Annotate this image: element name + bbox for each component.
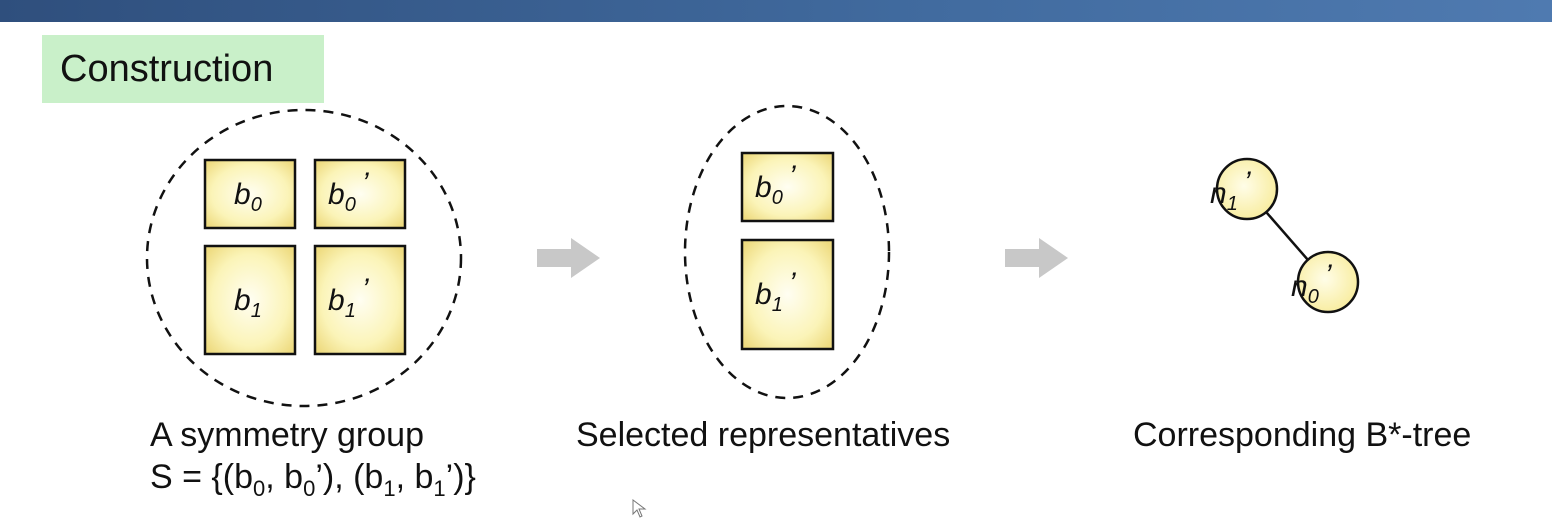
arrow-right-icon — [537, 238, 600, 278]
svg-text:b0’: b0’ — [328, 167, 370, 216]
caption-line-2: S = {(b0, b0’), (b1, b1’)} — [150, 458, 476, 501]
svg-text:b0: b0 — [234, 178, 262, 216]
tree-edge — [1259, 204, 1316, 269]
svg-text:b1’: b1’ — [328, 273, 370, 322]
tree-node-n1-prime: n1’ — [1210, 157, 1279, 221]
representatives-caption: Selected representatives — [576, 416, 951, 454]
svg-text:b0’: b0’ — [755, 160, 797, 209]
symmetry-group-caption: A symmetry group S = {(b0, b0’), (b1, b1… — [150, 414, 476, 510]
rep-block-b1-prime: b1’ — [740, 238, 835, 351]
arrow-right-icon — [1005, 238, 1068, 278]
svg-text:b1: b1 — [234, 284, 262, 322]
svg-text:n0’: n0’ — [1291, 259, 1333, 308]
block-b1: b1 — [203, 244, 297, 356]
section-title: Construction — [42, 35, 324, 103]
mouse-cursor-icon — [632, 499, 647, 518]
svg-text:b1’: b1’ — [755, 267, 797, 316]
block-b0-prime: b0’ — [313, 158, 407, 230]
symmetry-group-boundary — [145, 108, 463, 408]
representatives-boundary — [683, 104, 891, 400]
block-b0: b0 — [203, 158, 297, 230]
slide-top-bar — [0, 0, 1552, 22]
tree-node-n0-prime: n0’ — [1291, 250, 1360, 314]
rep-block-b0-prime: b0’ — [740, 151, 835, 223]
caption-line-1: A symmetry group — [150, 416, 424, 454]
block-b1-prime: b1’ — [313, 244, 407, 356]
svg-text:n1’: n1’ — [1210, 166, 1252, 215]
btree-caption: Corresponding B*-tree — [1133, 416, 1472, 454]
